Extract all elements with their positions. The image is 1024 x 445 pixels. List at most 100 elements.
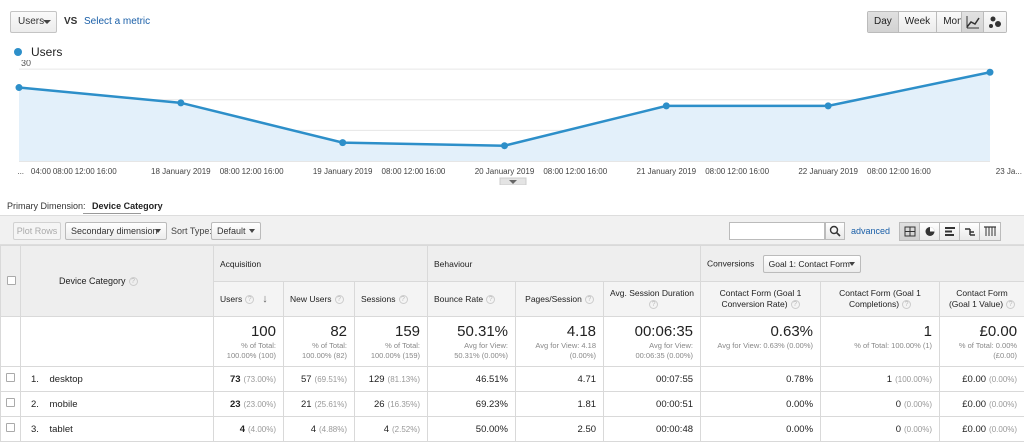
help-icon[interactable]: ? [245,294,255,304]
data-point[interactable] [177,99,185,107]
data-point[interactable] [339,139,347,147]
metric-select[interactable]: Users [10,11,57,33]
total-pages-note: (0.00%) [569,351,597,360]
new-users-column-label: New Users [290,293,332,304]
cf-completions-column-header[interactable]: Contact Form (Goal 1 Completions)? [820,281,941,317]
device-link[interactable]: desktop [49,373,83,385]
help-icon[interactable]: ? [584,294,594,304]
sessions-column-label: Sessions [361,293,396,304]
cf-completions-pct: (0.00%) [904,399,933,409]
bounce-rate-column-header[interactable]: Bounce Rate? [427,281,517,317]
advanced-filter-link[interactable]: advanced [851,226,891,236]
bounce-rate-column-label: Bounce Rate [434,293,484,304]
total-pages-value: 4.18 [566,323,597,340]
secondary-dimension-select[interactable]: Secondary dimension [65,222,167,240]
row-number: 1. [31,373,39,385]
pages-session-column-header[interactable]: Pages/Session? [515,281,605,317]
row-checkbox[interactable] [6,398,15,407]
period-week-button[interactable]: Week [898,12,938,32]
comparison-icon [965,228,975,236]
search-button[interactable] [825,222,845,240]
avg-session-column-header[interactable]: Avg. Session Duration? [603,281,702,317]
cf-completions-pct: (100.00%) [895,374,933,384]
users-cell: 23 (23.00%) [213,391,284,417]
cf-value-pct: (0.00%) [989,374,1018,384]
data-view-button[interactable] [900,223,920,240]
device-link[interactable]: mobile [49,398,78,410]
total-cf-completions-value: 1 [923,323,933,340]
goal-select[interactable]: Goal 1: Contact Form [762,254,861,273]
sort-type-select[interactable]: Default [211,222,261,240]
plot-rows-button[interactable]: Plot Rows [13,222,61,240]
users-column-header[interactable]: Users? ↓ [213,281,284,317]
help-icon[interactable]: ? [486,294,496,304]
help-icon[interactable]: ? [649,300,659,310]
data-point[interactable] [662,102,670,110]
cf-completions-pct: (0.00%) [904,424,933,434]
cf-completions-cell: 0 (0.00%) [820,391,941,417]
dimension-underline [83,213,141,214]
duration-cell: 00:00:51 [603,391,702,417]
table-search-input[interactable] [729,222,825,240]
x-tick-label: 08:00 [220,167,241,176]
device-category-header[interactable]: Device Category? [20,245,214,317]
behaviour-group-header: Behaviour [427,245,702,282]
help-icon[interactable]: ? [334,294,344,304]
sessions-pct: (16.35%) [387,399,421,409]
row-checkbox[interactable] [6,373,15,382]
sessions-column-header[interactable]: Sessions? [353,281,429,317]
row-checkbox-cell [0,391,21,417]
period-day-button[interactable]: Day [868,12,899,32]
legend-label: Users [31,45,63,59]
sort-type-value: Default [217,226,246,236]
help-icon[interactable]: ? [128,277,138,287]
sessions-value: 26 [373,398,385,410]
pages-cell: 2.50 [515,416,605,442]
cf-completions-cell: 0 (0.00%) [820,416,941,442]
table-row: 2. mobile 23 (23.00%) 21 (25.61%) 26 (16.35%) 6… [0,391,1024,417]
cf-rate-column-header[interactable]: Contact Form (Goal 1 Conversion Rate)? [700,281,822,317]
table-view-toggle [899,222,1001,241]
motion-chart-button[interactable] [984,12,1006,32]
help-icon[interactable]: ? [902,300,912,310]
pie-icon [925,227,935,236]
help-icon[interactable]: ? [398,294,408,304]
total-new-users: 82% of Total: 100.00% (82) [283,316,355,367]
comparison-view-button[interactable] [960,223,980,240]
data-point[interactable] [986,68,994,76]
performance-view-button[interactable] [940,223,960,240]
data-point[interactable] [15,84,23,92]
device-link[interactable]: tablet [49,423,73,435]
users-cell: 73 (73.00%) [213,366,284,392]
percentage-view-button[interactable] [920,223,940,240]
pivot-view-button[interactable] [980,223,1000,240]
device-cell: 3. tablet [20,416,214,442]
select-all-checkbox[interactable] [7,275,16,285]
total-sessions-value: 159 [394,323,421,340]
pages-session-column-label: Pages/Session [525,293,582,304]
new-users-column-header[interactable]: New Users? [283,281,355,317]
total-cf-rate: 0.63% Avg for View: 0.63% (0.00%) [700,316,822,367]
line-chart-icon [966,16,980,29]
data-point[interactable] [501,142,508,150]
help-icon[interactable]: ? [790,300,800,310]
cf-value-column-header[interactable]: Contact Form (Goal 1 Value)? [939,281,1024,317]
total-new-users-value: 82 [330,323,347,340]
total-users-note: % of Total: [241,341,276,350]
help-icon[interactable]: ? [1006,300,1016,310]
total-avg-session-value: 00:06:35 [634,323,694,340]
new-users-pct: (25.61%) [314,399,347,409]
primary-dimension-value[interactable]: Device Category [92,201,163,211]
sessions-cell: 129 (81.13%) [353,366,429,392]
totals-blank [0,316,21,367]
primary-dimension: Primary Dimension: Device Category [7,201,163,211]
cf-rate-cell: 0.00% [700,391,822,417]
x-tick-label: 16:00 [749,167,770,176]
row-checkbox[interactable] [6,423,15,432]
sessions-pct: (81.13%) [387,374,421,384]
line-chart-button[interactable] [962,12,984,32]
select-metric-link[interactable]: Select a metric [84,16,151,27]
data-point[interactable] [824,102,832,110]
report-table: Device Category? Acquisition Behaviour C… [0,245,1024,442]
